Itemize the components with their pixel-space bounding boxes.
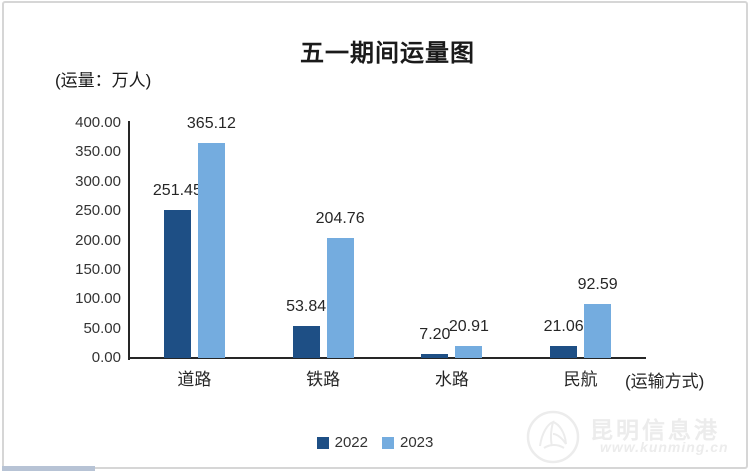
category-label-0: 道路: [177, 370, 212, 389]
legend-label: 2023: [400, 434, 434, 451]
chart-title: 五一期间运量图: [300, 40, 475, 67]
category-label-2: 水路: [434, 370, 469, 389]
y-tick-label: 250.00: [75, 202, 121, 220]
y-tick-label: 0.00: [91, 349, 121, 366]
bar-2023-3: [584, 303, 612, 358]
bar-2023-1: [326, 237, 354, 358]
bar-2023-2: [455, 345, 483, 358]
watermark-site-url: www.kunming.cn: [600, 439, 729, 455]
legend-swatch-icon: [382, 436, 394, 449]
legend: 2022 2023: [0, 434, 750, 451]
bar-2022-1: [292, 326, 320, 358]
legend-item-2023: 2023: [382, 434, 433, 451]
x-axis-line: [128, 357, 646, 359]
category-label-1: 铁路: [306, 370, 341, 389]
y-axis-unit-label: (运量：万人): [55, 71, 152, 90]
y-tick-label: 350.00: [75, 143, 121, 161]
value-label-2022-3: 21.06: [543, 317, 584, 335]
watermark: 昆明信息港 www.kunming.cn: [524, 405, 744, 465]
value-label-2023-3: 92.59: [577, 275, 618, 293]
watermark-emblem-icon: [526, 410, 580, 464]
bar-2022-3: [550, 345, 578, 358]
horizontal-scrollbar-thumb[interactable]: [2, 466, 95, 471]
value-label-2023-0: 365.12: [186, 115, 236, 133]
bar-2022-2: [421, 353, 449, 358]
legend-item-2022: 2022: [316, 434, 368, 451]
y-tick-label: 300.00: [75, 172, 121, 190]
y-tick-label: 150.00: [75, 260, 121, 278]
legend-swatch-icon: [316, 436, 329, 449]
legend-label: 2022: [334, 434, 368, 451]
value-label-2022-1: 53.84: [286, 298, 327, 316]
y-axis-line: [128, 121, 130, 360]
watermark-site-name: 昆明信息港: [590, 417, 720, 443]
y-tick-label: 200.00: [75, 231, 121, 249]
y-tick-label: 50.00: [83, 319, 121, 337]
value-label-2022-2: 7.20: [419, 325, 451, 343]
bar-2023-0: [197, 143, 225, 358]
bar-2022-0: [163, 210, 191, 358]
value-label-2022-0: 251.45: [152, 182, 202, 200]
y-tick-label: 400.00: [75, 114, 121, 131]
category-label-3: 民航: [563, 370, 598, 389]
y-tick-label: 100.00: [75, 290, 121, 308]
x-axis-caption: (运输方式): [625, 372, 705, 391]
value-label-2023-1: 204.76: [315, 209, 365, 227]
value-label-2023-2: 20.91: [448, 317, 489, 335]
